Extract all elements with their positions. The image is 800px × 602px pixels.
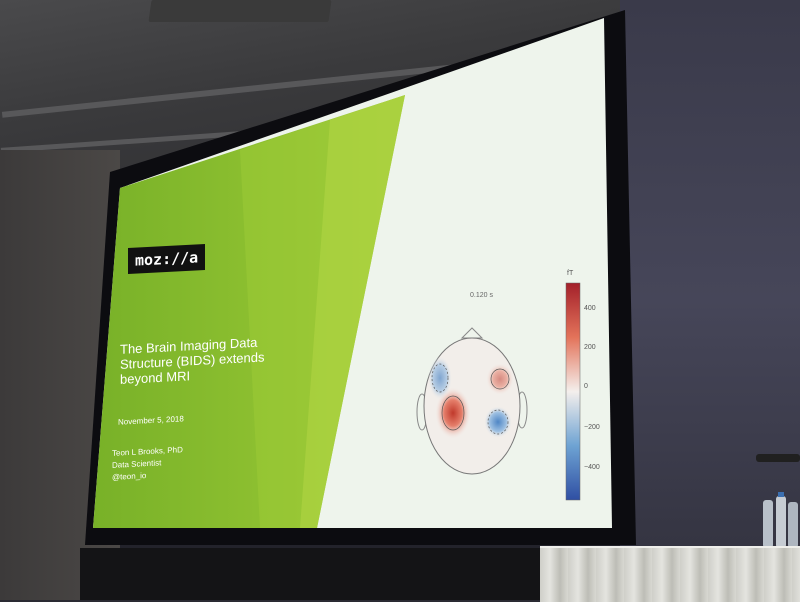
colorbar-tick: −400 <box>584 464 600 471</box>
colorbar-tick: 200 <box>584 344 596 351</box>
skirted-table <box>540 546 800 602</box>
water-bottles <box>763 492 798 548</box>
mozilla-logo: moz://a <box>128 243 206 275</box>
stage-front <box>80 548 550 600</box>
slide-author-block: Teon L Brooks, PhD Data Scientist @teon_… <box>112 444 183 484</box>
colorbar-tick: 0 <box>584 383 588 390</box>
colorbar-unit: fT <box>567 270 574 277</box>
colorbar <box>565 282 581 501</box>
slide-title: The Brain Imaging Data Structure (BIDS) … <box>120 334 265 387</box>
colorbar-tick: 400 <box>584 305 596 312</box>
topomap-head <box>416 327 528 475</box>
microphone <box>756 454 800 462</box>
colorbar-tick: −200 <box>584 424 600 431</box>
topomap-time-label: 0.120 s <box>470 292 493 299</box>
